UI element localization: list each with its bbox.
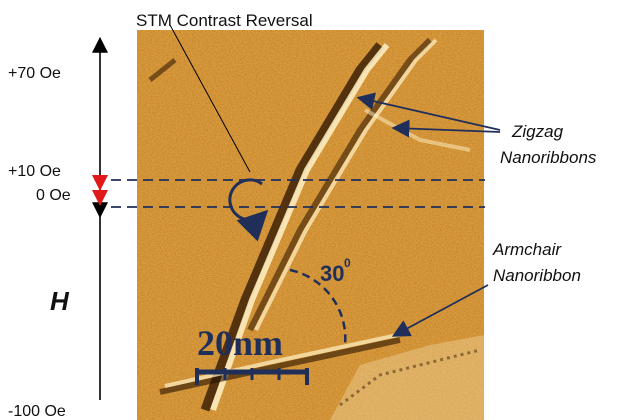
field-axis-label: H bbox=[50, 286, 70, 316]
zigzag-arrow-1 bbox=[356, 92, 501, 131]
angle-degree: 0 bbox=[344, 256, 351, 270]
zigzag-arrow-2 bbox=[391, 119, 501, 138]
figure-title: STM Contrast Reversal bbox=[136, 11, 313, 30]
scale-bar-label: 20nm bbox=[197, 323, 283, 363]
armchair-arrow bbox=[391, 284, 489, 337]
tick-plus10: +10 Oe bbox=[8, 163, 61, 180]
stm-image bbox=[137, 30, 484, 420]
contrast-reversal-arrow bbox=[228, 178, 269, 242]
tick-plus70: +70 Oe bbox=[8, 65, 61, 82]
tick-minus100: -100 Oe bbox=[8, 403, 66, 420]
angle-label: 30 bbox=[320, 261, 344, 286]
armchair-label-line2: Nanoribbon bbox=[493, 266, 581, 285]
title-leader-line bbox=[169, 24, 251, 173]
zigzag-label-line2: Nanoribbons bbox=[500, 148, 597, 167]
armchair-label-line1: Armchair bbox=[492, 240, 562, 259]
tick-zero: 0 Oe bbox=[36, 187, 71, 204]
zigzag-label-line1: Zigzag bbox=[511, 122, 564, 141]
scale-bar bbox=[195, 368, 309, 385]
